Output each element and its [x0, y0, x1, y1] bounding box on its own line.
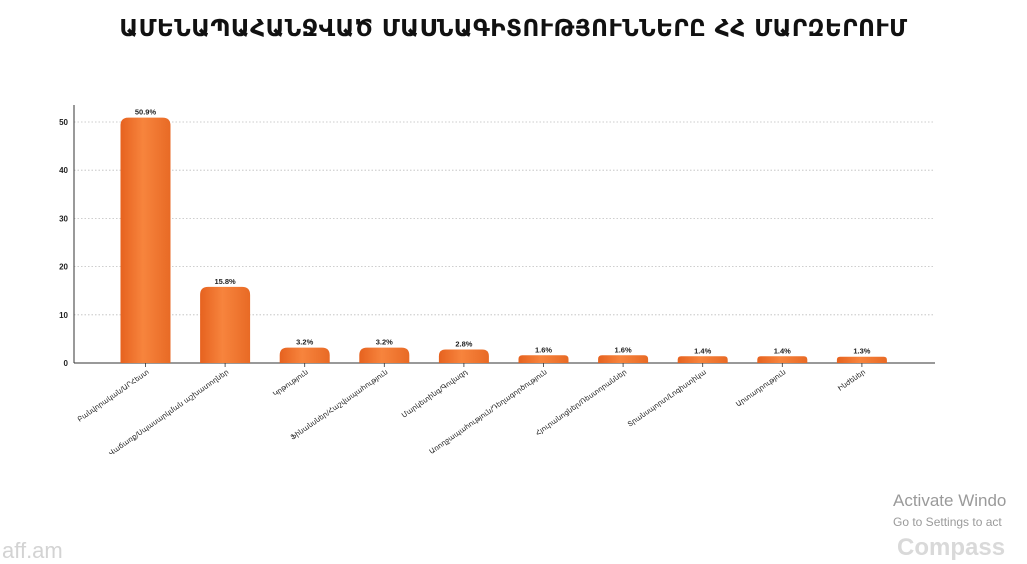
data-label: 1.4%: [774, 346, 791, 355]
bar: [438, 349, 489, 363]
bar: [359, 347, 410, 363]
data-label: 1.3%: [853, 347, 870, 356]
data-label: 15.8%: [214, 277, 236, 286]
x-tick-label: Հյուրանոցներ/Ռեստորաններ: [534, 368, 628, 437]
y-tick-label: 50: [59, 118, 68, 127]
labels: 0102030405050.9%Բանվորական/ԱՐՀեստ15.8%Վա…: [59, 108, 871, 458]
bar: [200, 286, 251, 363]
x-tick-label: Ֆինանսներ/Հաշվապահություն: [289, 368, 389, 442]
chart-title: ԱՄԵՆԱՊԱՀԱՆՋՎԱԾ ՄԱՍՆԱԳԻՏՈՒԹՅՈՒՆՆԵՐԸ ՀՀ ՄԱ…: [119, 16, 908, 42]
grid-lines: [74, 121, 935, 316]
x-tick-label: Ինժեներ: [837, 368, 867, 393]
x-tick-label: Տրանսպորտ/Լոգիստիկա: [626, 368, 708, 429]
x-tick-label: Բանվորական/ԱՐՀեստ: [76, 368, 151, 424]
data-label: 3.2%: [376, 338, 393, 347]
data-label: 2.8%: [455, 340, 472, 349]
data-label: 1.6%: [615, 345, 632, 354]
activation-watermark-line2: Go to Settings to act: [893, 515, 1002, 529]
x-tick-label: Կրթություն: [272, 368, 310, 398]
y-tick-label: 20: [59, 263, 68, 272]
bar: [757, 356, 808, 363]
bar: [598, 355, 649, 363]
bar: [518, 355, 569, 363]
x-tick-label: Մարկետինգ/Գովազդ: [400, 368, 469, 420]
bar: [836, 356, 887, 363]
y-tick-label: 10: [59, 311, 68, 320]
bar: [677, 356, 728, 363]
logo-right: Compass: [897, 534, 1006, 561]
data-label: 1.4%: [694, 346, 711, 355]
y-tick-label: 40: [59, 166, 68, 175]
bar: [279, 347, 330, 363]
x-tick-label: Արտադրություն: [735, 368, 788, 408]
data-label: 1.6%: [535, 345, 552, 354]
bar: [120, 117, 171, 363]
y-tick-label: 30: [59, 214, 68, 223]
data-label: 3.2%: [296, 338, 313, 347]
logo-left: aff.am: [2, 538, 63, 563]
data-label: 50.9%: [135, 108, 157, 117]
y-tick-label: 0: [64, 359, 69, 368]
activation-watermark-line1: Activate Windo: [893, 491, 1007, 510]
bars: [120, 117, 887, 363]
